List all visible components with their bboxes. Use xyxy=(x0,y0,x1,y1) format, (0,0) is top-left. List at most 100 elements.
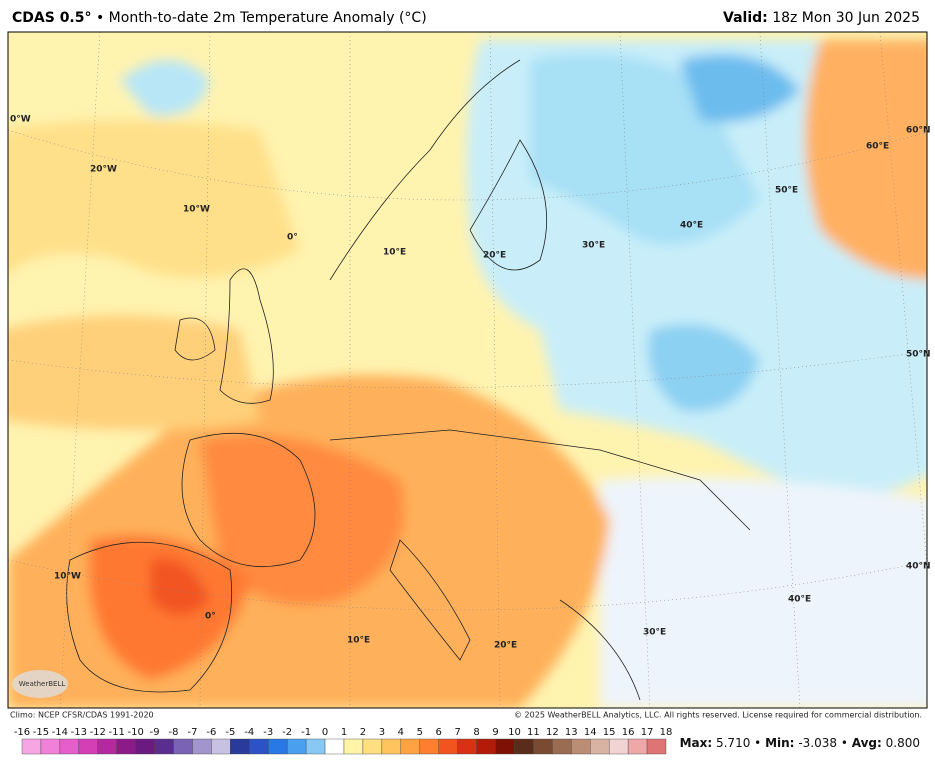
text-line: Valid: 18z Mon 30 Jun 2025 xyxy=(723,10,920,26)
valid-time: 18z Mon 30 Jun 2025 xyxy=(772,10,920,26)
colorbar-box xyxy=(457,738,477,755)
text-line: Max: 5.710 • Min: -3.038 • Avg: 0.800 xyxy=(680,736,920,750)
title: Month-to-date 2m Temperature Anomaly (°C… xyxy=(109,10,427,26)
colorbar-box xyxy=(97,738,117,755)
colorbar-label: -11 xyxy=(109,727,125,738)
graticule-label: 20°E xyxy=(494,641,517,651)
colorbar-box xyxy=(324,738,345,755)
graticule-label: 0° xyxy=(205,612,216,622)
graticule-label: 60°N xyxy=(906,126,931,136)
colorbar-label: 1 xyxy=(341,727,347,738)
colorbar-box xyxy=(211,738,231,755)
colorbar-box xyxy=(116,738,136,755)
colorbar-label: -14 xyxy=(52,727,68,738)
avg-value: 0.800 xyxy=(886,736,920,750)
colorbar-box xyxy=(419,738,439,755)
graticule-label: 10°W xyxy=(183,205,210,215)
colorbar-label: 15 xyxy=(603,727,616,738)
colorbar-label: 18 xyxy=(660,727,673,738)
colorbar-box xyxy=(476,738,496,755)
colorbar-box xyxy=(571,738,591,755)
colorbar-box xyxy=(78,738,98,755)
min-value: -3.038 xyxy=(798,736,837,750)
colorbar-label: 0 xyxy=(322,727,328,738)
colorbar-box xyxy=(230,738,250,755)
colorbar-box xyxy=(286,738,307,755)
colorbar-box xyxy=(343,738,364,755)
graticule-label: 40°E xyxy=(680,221,703,231)
colorbar-box xyxy=(362,738,383,755)
graticule-label: 0°W xyxy=(10,115,31,125)
anomaly-field xyxy=(8,40,927,708)
copyright: © 2025 WeatherBELL Analytics, LLC. All r… xyxy=(514,711,922,720)
logo: WeatherBELL xyxy=(12,670,68,698)
logo-text: WeatherBELL xyxy=(19,680,66,688)
colorbar-box xyxy=(154,738,174,755)
colorbar-box xyxy=(495,738,515,755)
graticule-label: 60°E xyxy=(866,142,889,152)
graticule-label: 40°E xyxy=(788,595,811,605)
colorbar-label: 9 xyxy=(492,727,498,738)
colorbar-label: 11 xyxy=(527,727,540,738)
graticule-label: 10°E xyxy=(383,248,406,258)
colorbar-label: 2 xyxy=(360,727,366,738)
graticule-label: 40°N xyxy=(906,562,931,572)
graticule-label: 30°E xyxy=(643,628,666,638)
colorbar-label: -12 xyxy=(90,727,106,738)
colorbar-box xyxy=(381,738,402,755)
colorbar-label: -8 xyxy=(169,727,179,738)
map-border xyxy=(7,31,928,709)
text-line: CDAS 0.5° • Month-to-date 2m Temperature… xyxy=(12,10,427,26)
colorbar-box xyxy=(268,738,288,755)
separator: • xyxy=(841,736,848,750)
min-label: Min: xyxy=(765,736,794,750)
colorbar-box xyxy=(40,738,61,755)
colorbar-box xyxy=(400,738,420,755)
colorbar-label: 6 xyxy=(436,727,442,738)
colorbar-box xyxy=(173,738,193,755)
colorbar-label: -13 xyxy=(71,727,87,738)
colorbar-label: -15 xyxy=(33,727,49,738)
colorbar-label: -2 xyxy=(282,727,292,738)
colorbar-box xyxy=(533,738,553,755)
colorbar-label: -10 xyxy=(127,727,143,738)
colorbar-box xyxy=(249,738,269,755)
climo-note: Climo: NCEP CFSR/CDAS 1991-2020 xyxy=(10,711,154,720)
separator: • xyxy=(754,736,761,750)
graticule-label: 50°E xyxy=(775,186,798,196)
colorbar-box xyxy=(438,738,458,755)
colorbar-label: 16 xyxy=(622,727,635,738)
colorbar-box xyxy=(59,738,80,755)
colorbar-label: 17 xyxy=(641,727,654,738)
colorbar-box xyxy=(305,738,326,755)
colorbar-box xyxy=(646,738,667,755)
colorbar-label: -16 xyxy=(14,727,30,738)
colorbar-box xyxy=(192,738,212,755)
colorbar-label: -6 xyxy=(206,727,216,738)
colorbar-label: 7 xyxy=(454,727,460,738)
colorbar-box xyxy=(608,738,629,755)
model-name: CDAS 0.5° xyxy=(12,10,92,26)
graticule-label: 30°E xyxy=(582,241,605,251)
colorbar-label: 3 xyxy=(379,727,385,738)
colorbar-label: 10 xyxy=(508,727,521,738)
colorbar-box xyxy=(21,738,42,755)
colorbar-label: 5 xyxy=(417,727,423,738)
coastlines xyxy=(66,59,751,701)
colorbar-label: -4 xyxy=(244,727,254,738)
colorbar-label: 8 xyxy=(473,727,479,738)
colorbar-box xyxy=(552,738,572,755)
colorbar-label: -1 xyxy=(301,727,311,738)
colorbar-box xyxy=(590,738,610,755)
graticule-label: 10°E xyxy=(347,636,370,646)
colorbar-label: -5 xyxy=(225,727,235,738)
graticule-label: 0° xyxy=(287,233,298,243)
colorbar-box xyxy=(627,738,648,755)
valid-label: Valid: xyxy=(723,10,768,26)
graticule-label: 10°W xyxy=(54,572,81,582)
graticule-label: 20°W xyxy=(90,165,117,175)
graticule xyxy=(8,32,927,708)
colorbar-label: -7 xyxy=(187,727,197,738)
